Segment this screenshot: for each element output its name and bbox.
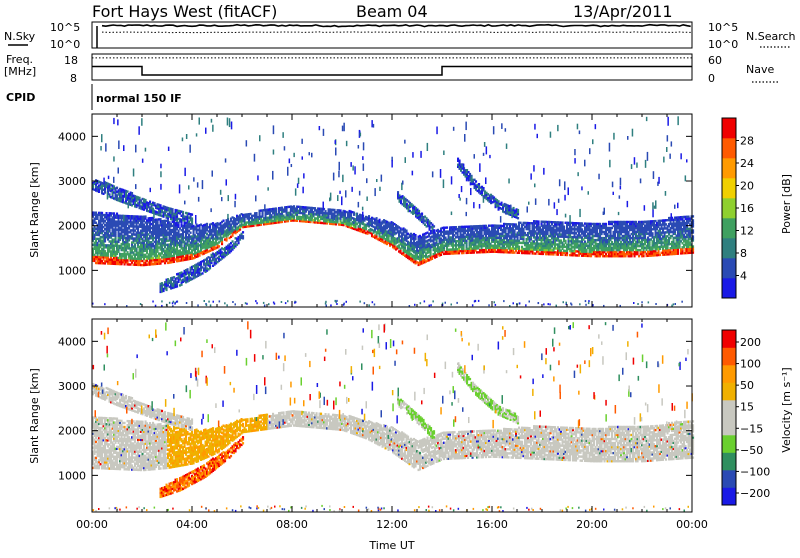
nave-label: Nave bbox=[746, 63, 774, 76]
data-cell bbox=[446, 226, 448, 228]
data-cell bbox=[178, 230, 180, 232]
series-nsky bbox=[102, 25, 691, 27]
data-cell bbox=[667, 245, 669, 247]
radar-title: Fort Hays West (fitACF) bbox=[92, 2, 277, 21]
data-cell bbox=[430, 232, 432, 234]
nsearch-label: N.Search bbox=[746, 30, 796, 43]
data-cell bbox=[677, 253, 679, 255]
series-freq bbox=[92, 67, 692, 75]
nsearch-tick-top: 10^5 bbox=[708, 21, 738, 34]
data-cell bbox=[625, 255, 627, 257]
data-cell bbox=[521, 246, 523, 248]
data-cell bbox=[293, 205, 295, 207]
data-cell bbox=[328, 216, 330, 218]
data-cell bbox=[404, 247, 406, 249]
data-cell bbox=[173, 255, 175, 257]
data-cell bbox=[659, 254, 661, 256]
data-cell bbox=[599, 255, 601, 257]
data-cell bbox=[368, 215, 370, 217]
data-cell bbox=[314, 207, 316, 209]
noise-lines bbox=[97, 25, 691, 48]
data-cell bbox=[560, 239, 562, 241]
data-cell bbox=[634, 255, 636, 257]
nave-tick-bottom: 0 bbox=[708, 72, 715, 85]
data-cell bbox=[605, 223, 607, 225]
power-data bbox=[92, 116, 694, 307]
data-cell bbox=[353, 212, 355, 214]
data-cell bbox=[101, 212, 103, 214]
data-cell bbox=[95, 212, 97, 214]
data-cell bbox=[674, 231, 676, 233]
nsky-tick-top: 10^5 bbox=[50, 21, 80, 34]
data-cell bbox=[128, 243, 130, 245]
data-cell bbox=[563, 226, 565, 228]
data-cell bbox=[223, 220, 225, 222]
data-cell bbox=[181, 243, 183, 245]
data-cell bbox=[379, 219, 381, 221]
data-cell bbox=[466, 240, 468, 242]
data-cell bbox=[631, 255, 633, 257]
data-cell bbox=[638, 255, 640, 257]
nsky-tick-bottom: 10^0 bbox=[50, 38, 80, 51]
data-cell bbox=[145, 215, 147, 217]
data-cell bbox=[190, 232, 192, 234]
data-cell bbox=[518, 246, 520, 248]
data-cell bbox=[524, 232, 526, 234]
series-nsearch bbox=[102, 32, 691, 33]
data-cell bbox=[463, 244, 465, 246]
data-cell bbox=[538, 220, 540, 222]
data-cell bbox=[340, 209, 342, 211]
nsky-label: N.Sky bbox=[4, 30, 36, 43]
data-cell bbox=[581, 228, 583, 230]
data-cell bbox=[166, 236, 168, 238]
data-cell bbox=[565, 240, 567, 242]
data-cell bbox=[430, 248, 432, 250]
data-cell bbox=[206, 223, 208, 225]
data-cell bbox=[146, 250, 148, 252]
data-cell bbox=[406, 230, 408, 232]
date-title: 13/Apr/2011 bbox=[573, 2, 673, 21]
data-cell bbox=[127, 251, 129, 253]
data-cell bbox=[581, 222, 583, 224]
freq-unit-label: [MHz] bbox=[4, 65, 36, 78]
data-cell bbox=[256, 212, 258, 214]
cpid-label: CPID bbox=[6, 91, 35, 104]
nsearch-tick-bottom: 10^0 bbox=[708, 38, 738, 51]
data-cell bbox=[232, 234, 234, 236]
nave-tick-top: 60 bbox=[708, 54, 722, 67]
data-cell bbox=[376, 217, 378, 219]
freq-tick-top: 18 bbox=[64, 54, 78, 67]
data-cell bbox=[325, 210, 327, 212]
data-cell bbox=[415, 234, 417, 236]
freq-lines bbox=[92, 58, 692, 75]
data-cell bbox=[104, 250, 106, 252]
data-cell bbox=[218, 245, 220, 247]
data-cell bbox=[106, 212, 108, 214]
data-cell bbox=[334, 209, 336, 211]
cpid-value: normal 150 IF bbox=[96, 92, 182, 105]
beam-title: Beam 04 bbox=[356, 2, 428, 21]
data-cell bbox=[652, 232, 654, 234]
freq-tick-bottom: 8 bbox=[70, 72, 77, 85]
data-cell bbox=[562, 221, 564, 223]
data-cell bbox=[584, 241, 586, 243]
data-cell bbox=[95, 222, 97, 224]
data-cell bbox=[113, 212, 115, 214]
